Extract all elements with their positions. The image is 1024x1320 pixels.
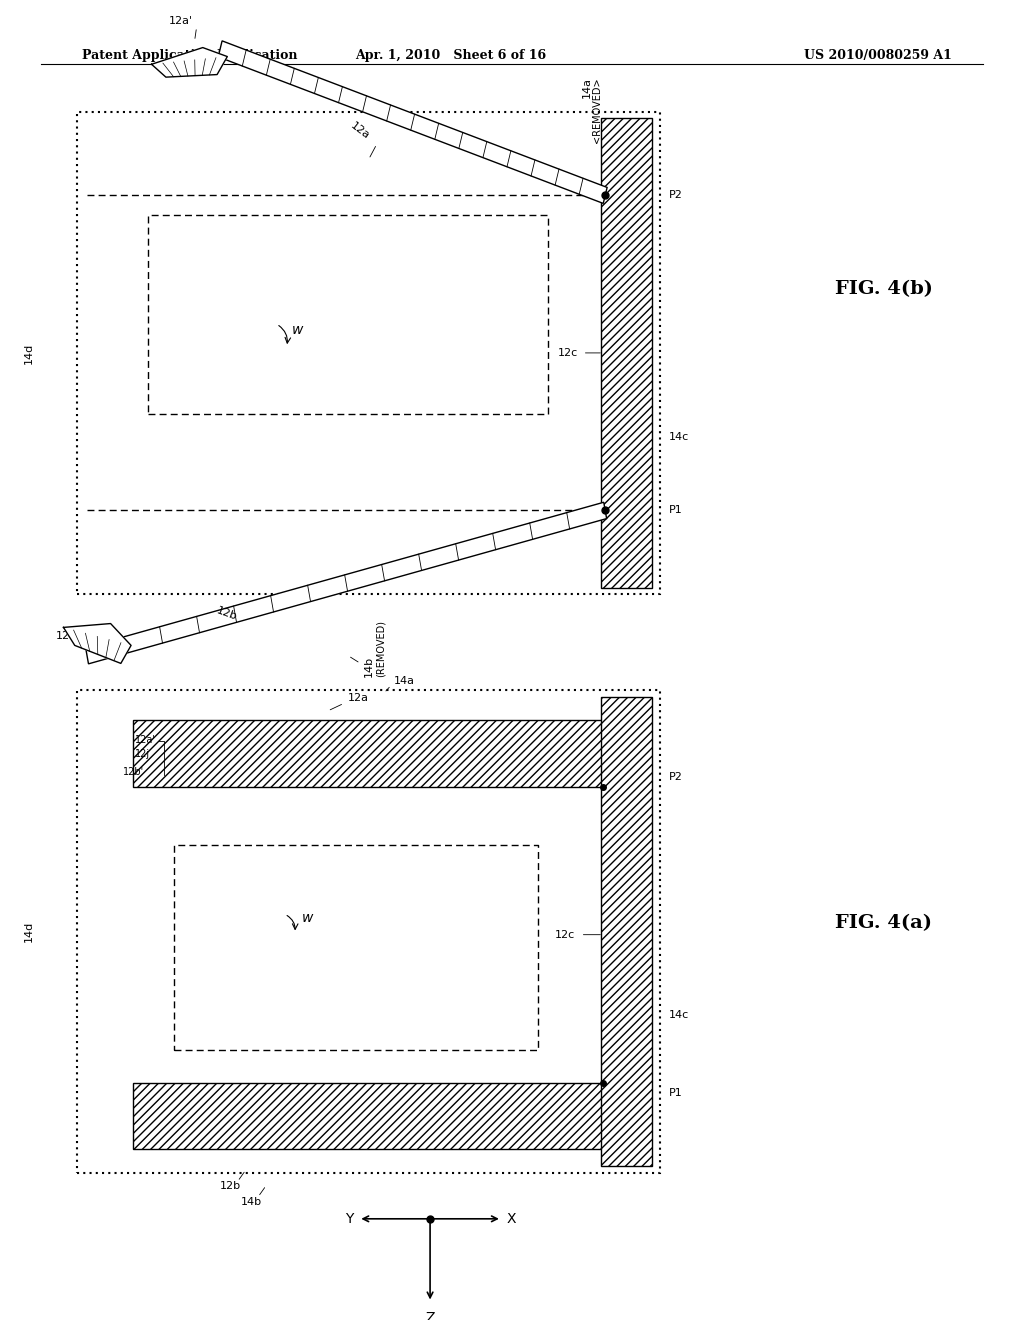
Text: FIG. 4(b): FIG. 4(b) (835, 280, 933, 298)
Text: Patent Application Publication: Patent Application Publication (82, 49, 297, 62)
Text: 14a: 14a (582, 77, 592, 98)
Text: P2: P2 (669, 772, 683, 781)
Bar (601, 697, 652, 1166)
Bar (133, 787, 558, 1082)
Text: 12b: 12b (215, 605, 239, 622)
Text: <REMOVED>: <REMOVED> (592, 77, 602, 143)
Text: FIG. 4(a): FIG. 4(a) (835, 915, 932, 932)
Text: 14d: 14d (24, 921, 34, 942)
Text: 14c: 14c (669, 432, 689, 442)
Polygon shape (218, 41, 607, 203)
Text: 12b': 12b' (56, 631, 81, 642)
Text: P1: P1 (669, 1088, 682, 1098)
Text: 12c: 12c (558, 348, 579, 358)
Text: w: w (302, 911, 313, 925)
Bar (601, 119, 652, 587)
Text: 12b': 12b' (123, 767, 144, 777)
Text: 12j: 12j (135, 750, 151, 759)
Text: 12a': 12a' (169, 16, 194, 26)
Text: w: w (292, 323, 303, 338)
Text: P1: P1 (669, 506, 682, 515)
Text: 12c: 12c (555, 929, 575, 940)
Text: P2: P2 (669, 190, 683, 201)
Text: 14c: 14c (669, 1010, 689, 1020)
Text: 12b: 12b (220, 1181, 242, 1191)
Text: 14a: 14a (394, 676, 416, 686)
Text: (REMOVED): (REMOVED) (376, 620, 386, 677)
Text: 14b: 14b (364, 656, 374, 677)
Text: 12a: 12a (348, 693, 370, 702)
Bar (133, 719, 606, 787)
Text: 12a': 12a' (135, 735, 156, 744)
Text: 12a: 12a (348, 120, 371, 141)
Text: 14d: 14d (24, 342, 34, 363)
Text: Z: Z (425, 1311, 435, 1320)
Text: X: X (507, 1212, 516, 1226)
Polygon shape (86, 502, 606, 664)
Bar (133, 1082, 606, 1150)
Text: 14b: 14b (241, 1197, 262, 1206)
Text: US 2010/0080259 A1: US 2010/0080259 A1 (805, 49, 952, 62)
Text: Apr. 1, 2010   Sheet 6 of 16: Apr. 1, 2010 Sheet 6 of 16 (355, 49, 546, 62)
Polygon shape (152, 48, 227, 77)
Text: Y: Y (345, 1212, 353, 1226)
Polygon shape (63, 623, 131, 664)
